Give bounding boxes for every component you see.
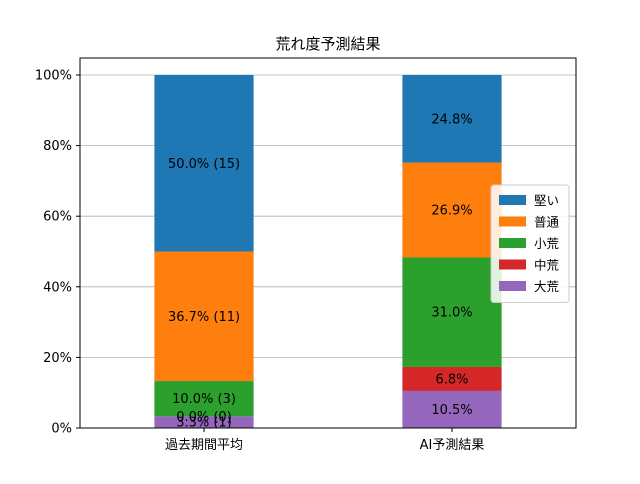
bar-segment xyxy=(402,75,502,163)
legend-swatch xyxy=(499,259,526,270)
x-tick-label: 過去期間平均 xyxy=(165,438,243,453)
data-label: 36.7% (11) xyxy=(168,310,240,325)
bars xyxy=(154,75,502,428)
legend-label: 堅い xyxy=(534,193,559,208)
bar-segment xyxy=(154,75,254,252)
data-label: 10.5% xyxy=(431,403,472,418)
data-label: 31.0% xyxy=(431,306,472,321)
legend-swatch xyxy=(499,216,526,227)
bar-segment xyxy=(154,416,254,428)
data-label: 50.0% (15) xyxy=(168,157,240,172)
y-tick-label: 80% xyxy=(43,139,72,154)
chart-title: 荒れ度予測結果 xyxy=(275,35,380,53)
legend-label: 大荒 xyxy=(534,279,559,294)
legend-label: 中荒 xyxy=(534,258,559,273)
y-tick-label: 20% xyxy=(43,351,72,366)
data-label: 26.9% xyxy=(431,204,472,219)
legend-swatch xyxy=(499,238,526,248)
bar-segment xyxy=(402,390,502,428)
bar-segment xyxy=(154,381,254,417)
legend-label: 小荒 xyxy=(534,236,559,251)
x-tick-label: AI予測結果 xyxy=(420,438,485,453)
bar-segment xyxy=(402,162,502,258)
data-labels: 3.3% (1)0.0% (0) 10.0% (3) 36.7% (11) 50.0%… xyxy=(168,112,473,430)
legend-label: 普通 xyxy=(534,215,560,230)
data-label: 0.0% (0) xyxy=(176,410,232,425)
data-label: 10.0% (3) xyxy=(172,392,236,407)
legend-swatch xyxy=(499,281,526,291)
data-label: 3.3% (1) xyxy=(176,416,232,431)
y-tick-label: 100% xyxy=(35,69,72,84)
data-label: 24.8% xyxy=(431,112,472,127)
axes: 0% 20% 40% 60% 80% 100% 過去期間平均 AI予測結果 xyxy=(35,69,485,454)
y-tick-label: 40% xyxy=(43,280,72,295)
bar-segment xyxy=(154,251,254,382)
data-label: 6.8% xyxy=(435,372,468,387)
bar-segment xyxy=(402,366,502,391)
bar-segment xyxy=(402,257,502,367)
y-tick-label: 60% xyxy=(43,210,72,225)
plot-frame xyxy=(79,57,577,429)
legend-box xyxy=(490,184,570,303)
y-tick-label: 0% xyxy=(51,422,72,437)
legend-swatch xyxy=(499,195,526,205)
